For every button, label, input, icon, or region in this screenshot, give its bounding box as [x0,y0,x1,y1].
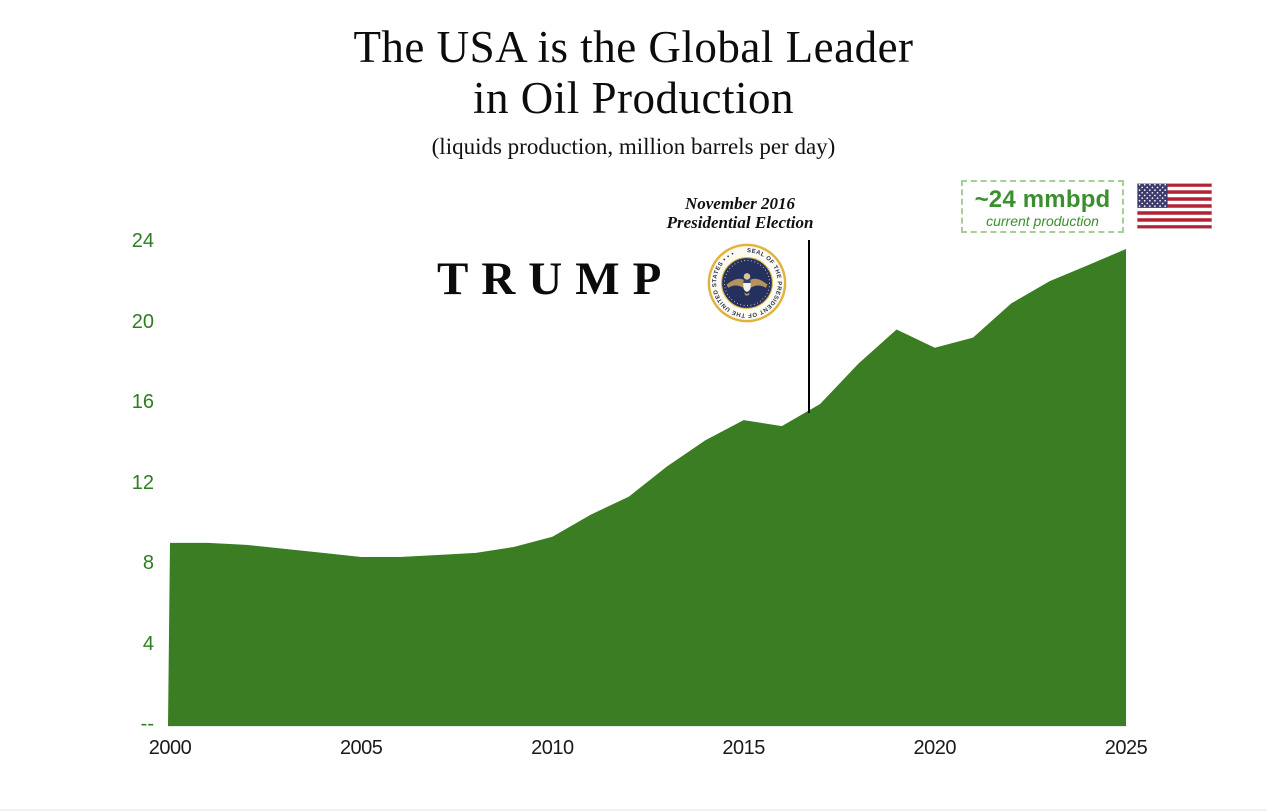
presidential-seal-icon: SEAL OF THE PRESIDENT OF THE UNITED STAT… [707,243,787,323]
x-tick-label: 2020 [913,737,957,759]
y-tick-label: -- [140,713,154,735]
chart-title-line1: The USA is the Global Leader [353,22,914,72]
chart-title-line2: in Oil Production [473,73,794,123]
us-flag-icon [1137,183,1212,229]
y-tick-label: 16 [131,391,154,413]
y-tick-label: 8 [142,552,154,574]
badge-caption: current production [986,213,1099,229]
y-tick-label: 4 [142,632,154,655]
election-annotation-line1: November 2016 [684,194,795,213]
election-annotation-line2: Presidential Election [666,212,814,232]
x-tick-label: 2025 [1104,737,1148,759]
election-marker-line [807,240,810,413]
x-tick-label: 2015 [722,737,765,759]
chart-subtitle: (liquids production, million barrels per… [431,134,836,159]
y-tick-label: 20 [131,310,154,333]
current-production-badge: ~24 mmbpd current production [961,180,1124,233]
x-tick-label: 2010 [531,737,574,759]
election-annotation: November 2016 Presidential Election [640,194,840,232]
chart-title-block: The USA is the Global Leader in Oil Prod… [0,22,1267,160]
y-tick-label: 24 [131,230,154,252]
production-area-series [168,249,1126,726]
trump-wordmark: TRUMP [437,253,675,305]
y-tick-label: 12 [131,471,154,494]
x-tick-label: 2005 [339,737,383,759]
x-tick-label: 2000 [148,737,192,759]
badge-value: ~24 mmbpd [974,186,1111,213]
